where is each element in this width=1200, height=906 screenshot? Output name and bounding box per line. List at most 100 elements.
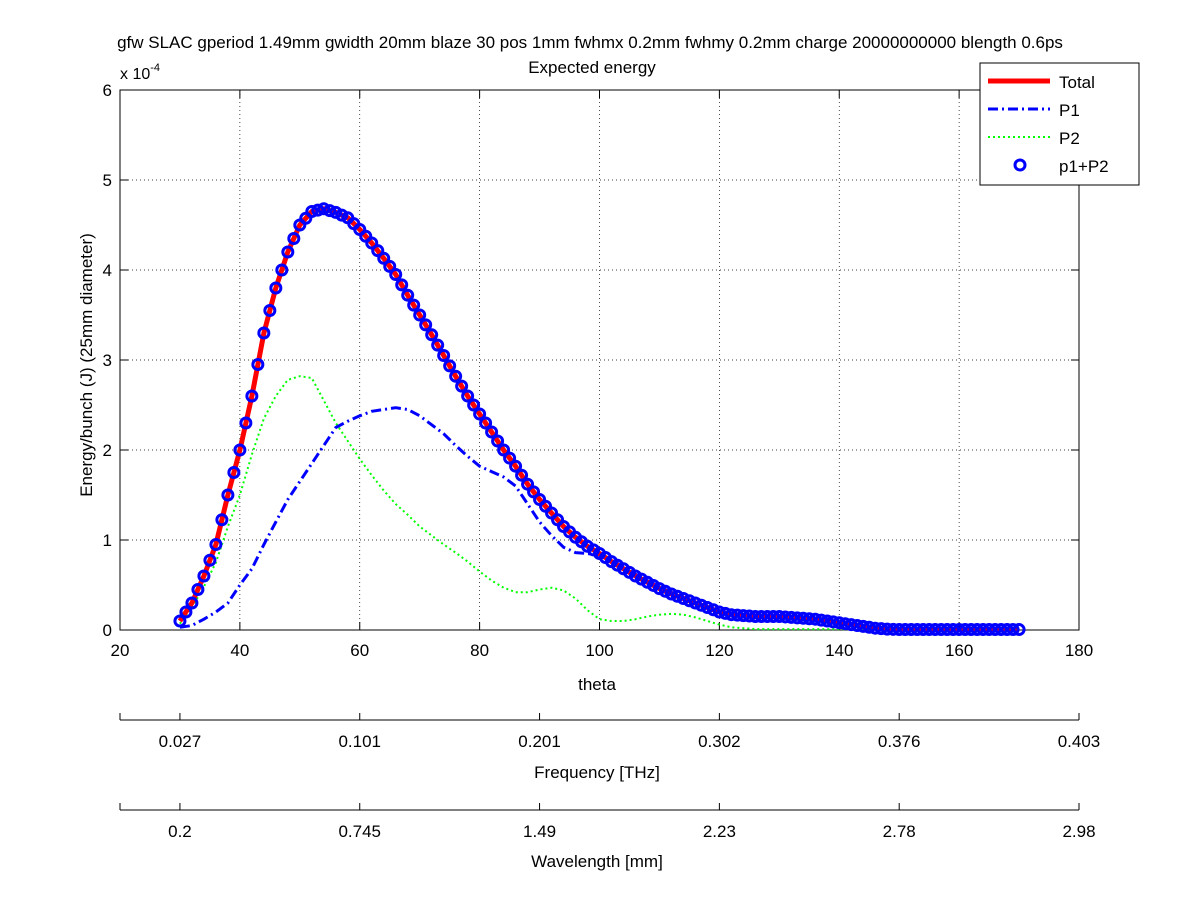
marker-p1p2 bbox=[1012, 623, 1026, 637]
marker-p1p2 bbox=[862, 620, 876, 634]
marker-p1p2 bbox=[856, 619, 870, 633]
marker-p1p2 bbox=[419, 318, 433, 332]
marker-p1p2 bbox=[515, 468, 529, 482]
marker-p1p2 bbox=[814, 613, 828, 627]
marker-p1p2 bbox=[946, 623, 960, 637]
secondary-tick-label: 2.98 bbox=[1062, 822, 1095, 841]
marker-p1p2 bbox=[365, 236, 379, 250]
marker-p1p2 bbox=[706, 603, 720, 617]
x-tick-label: 80 bbox=[470, 641, 489, 660]
y-exponent-label: x 10-4 bbox=[120, 62, 160, 83]
marker-p1p2 bbox=[287, 232, 301, 245]
x-tick-label: 120 bbox=[705, 641, 733, 660]
marker-p1p2 bbox=[676, 592, 690, 605]
marker-p1p2 bbox=[826, 615, 840, 629]
marker-p1p2 bbox=[245, 389, 259, 403]
wavelength-axis: 0.2 0.745 1.49 2.23 2.78 2.98 Wavelength [mm] bbox=[119, 803, 1096, 871]
frequency-axis: 0.027 0.101 0.201 0.302 0.376 0.403 Frequency… bbox=[119, 713, 1100, 782]
marker-p1p2 bbox=[1006, 623, 1020, 637]
marker-p1p2 bbox=[173, 614, 187, 628]
secondary-tick-label: 0.376 bbox=[878, 732, 921, 751]
secondary-tick-label: 0.201 bbox=[518, 732, 561, 751]
marker-p1p2 bbox=[461, 389, 475, 403]
chart-title: gfw SLAC gperiod 1.49mm gwidth 20mm blaz… bbox=[117, 33, 1063, 52]
marker-p1p2 bbox=[473, 407, 487, 421]
marker-p1p2 bbox=[479, 416, 493, 430]
marker-p1p2 bbox=[215, 513, 229, 527]
marker-p1p2 bbox=[191, 583, 205, 596]
secondary-tick-label: 1.49 bbox=[523, 822, 556, 841]
marker-p1p2 bbox=[437, 349, 451, 362]
marker-p1p2 bbox=[233, 443, 247, 457]
marker-p1p2 bbox=[694, 598, 708, 612]
marker-p1p2 bbox=[892, 623, 906, 637]
frequency-ticks: 0.027 0.101 0.201 0.302 0.376 0.403 bbox=[119, 713, 1100, 751]
marker-p1p2 bbox=[886, 622, 900, 636]
x-tick-label: 40 bbox=[230, 641, 249, 660]
marker-p1p2 bbox=[407, 298, 421, 312]
marker-p1p2 bbox=[185, 596, 199, 610]
marker-p1p2 bbox=[910, 623, 924, 637]
marker-p1p2 bbox=[227, 466, 241, 479]
y-tick-label: 3 bbox=[103, 351, 112, 370]
marker-p1p2 bbox=[880, 622, 894, 636]
marker-p1p2 bbox=[179, 605, 193, 619]
marker-p1p2 bbox=[413, 308, 427, 322]
marker-p1p2 bbox=[970, 623, 984, 637]
x-axis-label: theta bbox=[578, 675, 616, 694]
marker-p1p2 bbox=[371, 244, 385, 258]
marker-p1p2 bbox=[503, 451, 517, 465]
marker-p1p2 bbox=[964, 623, 978, 637]
marker-p1p2 bbox=[754, 610, 768, 623]
legend-swatch-p1p2 bbox=[1013, 158, 1027, 172]
marker-p1p2 bbox=[868, 621, 882, 635]
y-tick-label: 0 bbox=[103, 621, 112, 640]
y-tick-label: 2 bbox=[103, 441, 112, 460]
y-axis: 0 1 2 3 4 5 6 bbox=[103, 81, 1079, 640]
y-tick-label: 4 bbox=[103, 261, 112, 280]
secondary-tick-label: 0.027 bbox=[159, 732, 202, 751]
secondary-tick-label: 2.23 bbox=[703, 822, 736, 841]
marker-p1p2 bbox=[305, 205, 319, 218]
marker-p1p2 bbox=[203, 553, 217, 567]
marker-p1p2 bbox=[802, 612, 816, 626]
marker-p1p2 bbox=[497, 443, 511, 457]
marker-p1p2 bbox=[958, 623, 972, 637]
marker-p1p2 bbox=[401, 288, 415, 302]
series-layer bbox=[173, 202, 1026, 637]
marker-p1p2 bbox=[712, 605, 726, 619]
x-tick-label: 20 bbox=[111, 641, 130, 660]
marker-p1p2 bbox=[431, 338, 445, 352]
marker-p1p2 bbox=[383, 259, 397, 273]
marker-p1p2 bbox=[808, 612, 822, 626]
marker-p1p2 bbox=[838, 617, 852, 631]
marker-p1p2 bbox=[874, 622, 888, 636]
marker-p1p2 bbox=[766, 610, 780, 623]
legend-label-p2: P2 bbox=[1059, 129, 1080, 148]
marker-p1p2 bbox=[509, 459, 523, 473]
marker-p1p2 bbox=[209, 538, 223, 551]
marker-p1p2 bbox=[748, 610, 762, 623]
frequency-axis-label: Frequency [THz] bbox=[534, 763, 660, 782]
marker-p1p2 bbox=[922, 623, 936, 637]
wavelength-axis-label: Wavelength [mm] bbox=[531, 852, 663, 871]
legend: Total P1 P2 p1+P2 bbox=[979, 62, 1140, 186]
marker-p1p2 bbox=[760, 610, 774, 623]
marker-p1p2 bbox=[790, 611, 804, 625]
x-axis: 20 40 60 80 100 120 140 160 180 bbox=[111, 90, 1093, 660]
marker-p1p2 bbox=[940, 623, 954, 637]
secondary-tick-label: 0.101 bbox=[338, 732, 381, 751]
marker-p1p2 bbox=[850, 619, 864, 632]
legend-label-p1p2: p1+P2 bbox=[1059, 157, 1109, 176]
marker-p1p2 bbox=[443, 359, 457, 373]
marker-p1p2 bbox=[323, 204, 337, 218]
x-tick-label: 140 bbox=[825, 641, 853, 660]
marker-p1p2 bbox=[317, 202, 331, 216]
marker-p1p2 bbox=[1000, 623, 1014, 637]
marker-p1p2 bbox=[724, 608, 738, 622]
marker-p1p2 bbox=[982, 623, 996, 637]
x-tick-label: 180 bbox=[1065, 641, 1093, 660]
marker-p1p2 bbox=[898, 623, 912, 637]
marker-p1p2 bbox=[916, 623, 930, 637]
